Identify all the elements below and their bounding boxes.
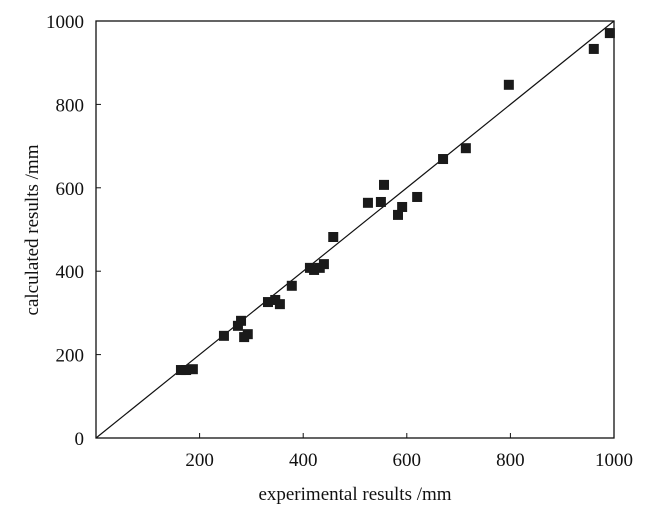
data-point [604, 28, 615, 39]
data-point [503, 79, 514, 90]
data-point [181, 365, 192, 376]
y-tick-label: 800 [56, 95, 85, 116]
data-point [412, 191, 423, 202]
data-point [274, 299, 285, 310]
data-point [379, 179, 390, 190]
y-tick-label: 600 [56, 179, 85, 200]
data-point [328, 232, 339, 243]
data-point [232, 320, 243, 331]
data-point [242, 329, 253, 340]
y-tick-label: 400 [56, 262, 85, 283]
x-tick-label: 1000 [595, 450, 633, 471]
data-point [175, 365, 186, 376]
x-tick-label: 600 [393, 450, 422, 471]
data-point [397, 201, 408, 212]
data-point [460, 143, 471, 154]
reference-line-y-equals-x [95, 20, 615, 439]
data-point [362, 197, 373, 208]
data-point [318, 259, 329, 270]
y-tick-label: 200 [56, 346, 85, 367]
x-axis-label: experimental results /mm [258, 484, 451, 505]
y-axis-label: calculated results /mm [22, 144, 43, 315]
data-point [588, 43, 599, 54]
x-tick-label: 800 [496, 450, 525, 471]
data-point [236, 315, 247, 326]
x-tick-label: 200 [185, 450, 214, 471]
plot-frame [95, 20, 615, 439]
y-tick-label: 0 [75, 429, 85, 450]
data-point [218, 330, 229, 341]
data-point [309, 264, 320, 275]
data-point [375, 196, 386, 207]
data-point [392, 209, 403, 220]
y-tick-label: 1000 [46, 12, 84, 33]
data-point [187, 364, 198, 375]
data-point [286, 280, 297, 291]
x-tick-label: 400 [289, 450, 318, 471]
data-point [262, 297, 273, 308]
data-point [438, 154, 449, 165]
